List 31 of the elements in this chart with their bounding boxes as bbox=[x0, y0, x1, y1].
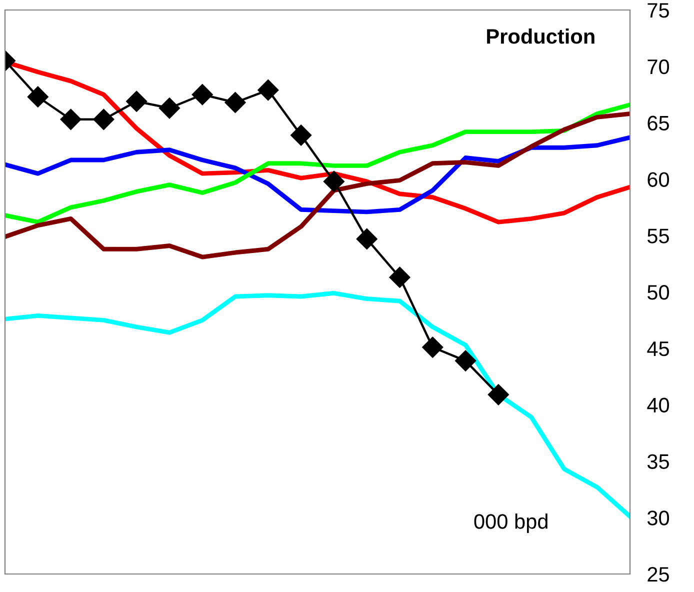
point bbox=[422, 336, 444, 358]
point bbox=[258, 80, 279, 101]
y-tick-label: 55 bbox=[648, 228, 669, 244]
point bbox=[488, 384, 509, 406]
y-tick-label: 50 bbox=[648, 285, 670, 300]
line-series bbox=[5, 112, 630, 260]
point bbox=[455, 350, 476, 372]
line-series bbox=[5, 135, 630, 214]
y-tick-label: 35 bbox=[647, 454, 669, 469]
point bbox=[389, 266, 410, 288]
point bbox=[93, 108, 114, 130]
y-tick-label: 30 bbox=[647, 510, 670, 526]
point bbox=[158, 98, 180, 119]
y-tick-label: 70 bbox=[648, 59, 670, 74]
line-series bbox=[5, 102, 630, 224]
text: Production bbox=[487, 28, 594, 44]
point bbox=[27, 86, 48, 108]
point bbox=[290, 124, 312, 146]
y-tick-label: 65 bbox=[648, 116, 669, 131]
y-tick-label: 25 bbox=[648, 567, 669, 582]
annotation: 000 bpd bbox=[474, 514, 548, 533]
point bbox=[126, 90, 148, 112]
y-tick-label: 45 bbox=[647, 342, 669, 356]
y-tick-label: 75 bbox=[648, 3, 669, 18]
point bbox=[192, 84, 213, 106]
y-tick-label: 40 bbox=[647, 398, 670, 413]
point bbox=[60, 108, 82, 130]
point bbox=[356, 228, 378, 250]
y-tick-label: 60 bbox=[648, 172, 670, 187]
point bbox=[323, 170, 344, 192]
point bbox=[224, 92, 246, 114]
